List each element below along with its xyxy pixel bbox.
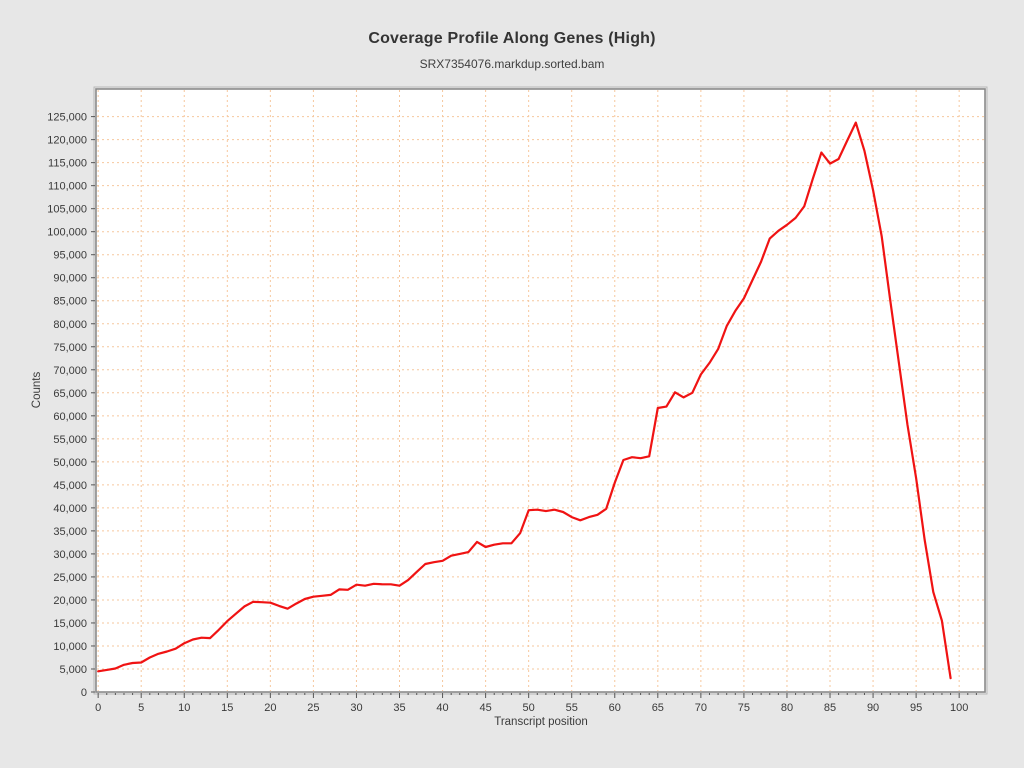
- y-tick-label: 110,000: [48, 181, 87, 193]
- x-tick-label: 25: [307, 702, 319, 714]
- x-axis-title: Transcript position: [494, 716, 588, 728]
- x-tick-label: 10: [178, 702, 190, 714]
- y-axis-title: Counts: [31, 371, 43, 409]
- y-tick-label: 35,000: [53, 526, 87, 538]
- x-tick-label: 65: [652, 702, 664, 714]
- y-tick-label: 85,000: [53, 296, 87, 308]
- y-tick-label: 20,000: [53, 595, 87, 607]
- x-tick-label: 35: [393, 702, 405, 714]
- chart-title: Coverage Profile Along Genes (High): [368, 30, 656, 47]
- y-tick-label: 30,000: [53, 549, 87, 561]
- x-tick-label: 85: [824, 702, 836, 714]
- y-tick-label: 0: [81, 687, 87, 699]
- y-tick-label: 115,000: [48, 158, 87, 170]
- plot-area: [96, 89, 985, 692]
- x-tick-label: 30: [350, 702, 362, 714]
- y-tick-label: 125,000: [47, 112, 87, 124]
- y-tick-label: 95,000: [53, 250, 87, 262]
- y-tick-label: 75,000: [53, 342, 87, 354]
- y-tick-label: 10,000: [53, 641, 87, 653]
- y-tick-label: 90,000: [53, 273, 87, 285]
- y-tick-label: 105,000: [47, 204, 87, 216]
- x-tick-label: 5: [138, 702, 144, 714]
- y-tick-label: 40,000: [53, 503, 87, 515]
- y-tick-label: 100,000: [47, 227, 87, 239]
- x-tick-label: 75: [738, 702, 750, 714]
- y-tick-label: 5,000: [59, 664, 87, 676]
- y-tick-label: 120,000: [47, 135, 87, 147]
- x-tick-label: 95: [910, 702, 922, 714]
- plot-border: [95, 88, 986, 693]
- x-tick-label: 90: [867, 702, 879, 714]
- x-tick-label: 100: [950, 702, 968, 714]
- x-tick-label: 40: [436, 702, 448, 714]
- x-tick-label: 50: [523, 702, 535, 714]
- y-tick-label: 65,000: [53, 388, 87, 400]
- plot-border-outer: [93, 86, 988, 695]
- y-tick-label: 60,000: [53, 411, 87, 423]
- x-tick-label: 55: [566, 702, 578, 714]
- y-tick-label: 15,000: [53, 618, 87, 630]
- y-tick-label: 70,000: [53, 365, 87, 377]
- coverage-series-line: [97, 121, 952, 680]
- y-tick-label: 80,000: [53, 319, 87, 331]
- y-tick-label: 25,000: [53, 572, 87, 584]
- x-tick-label: 80: [781, 702, 793, 714]
- x-tick-label: 15: [221, 702, 233, 714]
- x-tick-label: 20: [264, 702, 276, 714]
- x-tick-label: 70: [695, 702, 707, 714]
- y-tick-label: 50,000: [53, 457, 87, 469]
- y-tick-label: 45,000: [53, 480, 87, 492]
- x-tick-label: 45: [479, 702, 491, 714]
- y-tick-label: 55,000: [53, 434, 87, 446]
- x-tick-label: 60: [609, 702, 621, 714]
- x-tick-label: 0: [95, 702, 101, 714]
- chart-subtitle: SRX7354076.markdup.sorted.bam: [419, 57, 605, 71]
